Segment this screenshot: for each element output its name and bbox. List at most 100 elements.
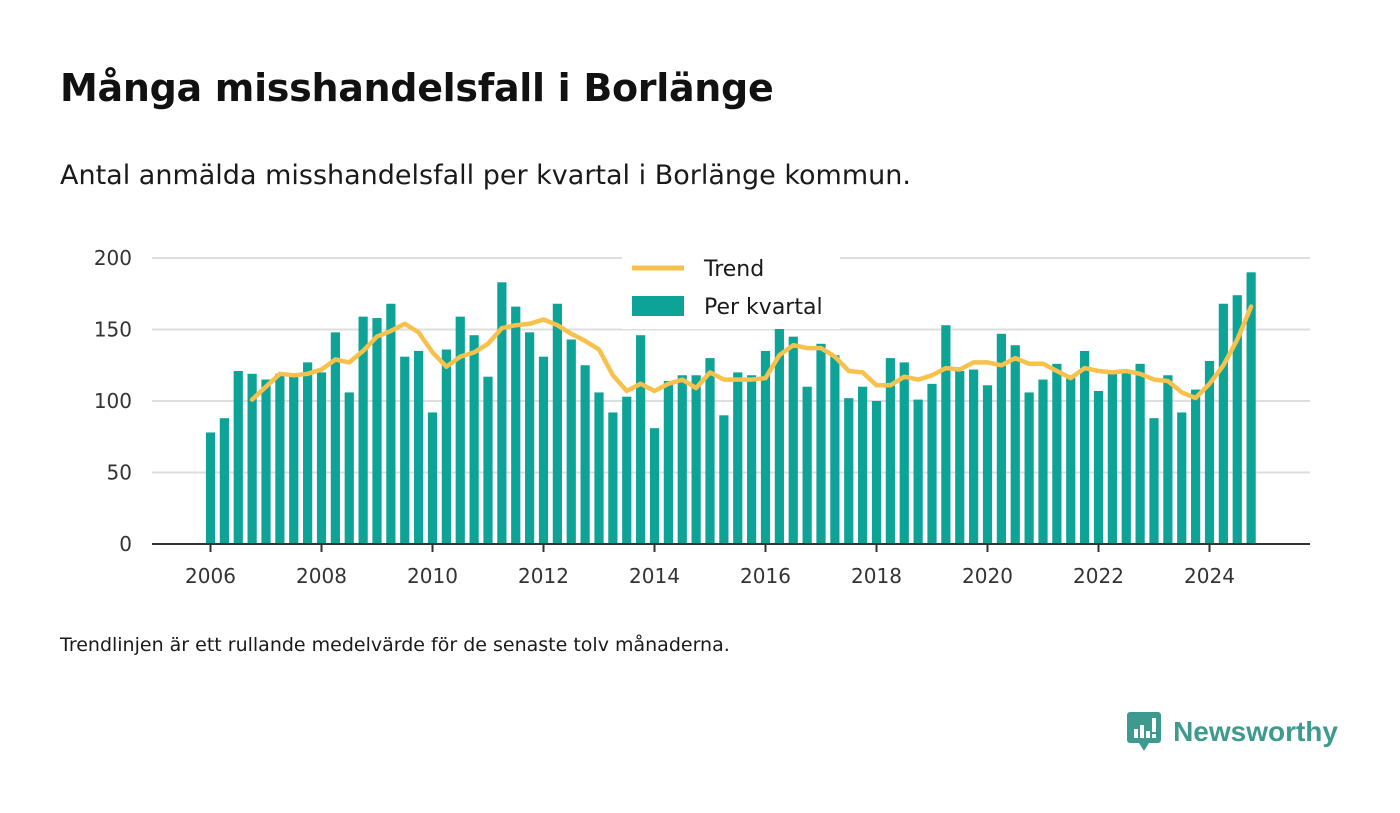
bar (247, 373, 257, 544)
bar (1010, 345, 1020, 544)
x-tick-label: 2022 (1073, 564, 1124, 588)
bar (594, 392, 604, 544)
brand-logo: Newsworthy (1127, 712, 1338, 752)
x-tick-label: 2006 (185, 564, 236, 588)
bar (1080, 350, 1090, 544)
trend-series (249, 304, 1254, 402)
x-tick-label: 2018 (851, 564, 902, 588)
bar (677, 375, 687, 544)
axes: 0 50 100 150 200 2006 2008 2010 2012 2014 2016 2018… (94, 246, 1310, 588)
x-tick-label: 2020 (962, 564, 1013, 588)
bar (1204, 360, 1215, 544)
bar-chart: 0 50 100 150 200 2006 2008 2010 2012 2014 2016 2018… (94, 246, 1310, 588)
bar (386, 303, 396, 544)
bar (358, 316, 368, 544)
bar (1135, 363, 1145, 544)
legend-swatch-bars (632, 296, 684, 316)
x-tick-label: 2010 (407, 564, 458, 588)
bar (441, 349, 451, 544)
bar (400, 356, 410, 544)
bar (344, 392, 354, 544)
page-title: Många misshandelsfall i Borlänge (60, 66, 774, 110)
bar (719, 415, 729, 544)
bar (844, 398, 854, 544)
bar (788, 336, 798, 544)
bar (996, 333, 1006, 544)
bar (414, 350, 424, 544)
bar (275, 373, 285, 544)
bar (858, 386, 868, 544)
bar (427, 412, 438, 544)
bar (705, 358, 715, 544)
bar (316, 372, 327, 544)
y-tick-label: 150 (94, 318, 132, 342)
brand-name: Newsworthy (1173, 716, 1338, 747)
bar (913, 399, 923, 544)
bar (899, 362, 909, 544)
bar (1218, 303, 1228, 544)
bar (330, 332, 340, 544)
x-tick-label: 2014 (629, 564, 680, 588)
bar (885, 358, 895, 544)
bar (303, 362, 313, 544)
bar (483, 376, 493, 544)
bar (1093, 390, 1104, 544)
bar (663, 380, 673, 544)
bar (733, 372, 743, 544)
bar (455, 316, 465, 544)
bar (622, 396, 632, 544)
bar (955, 370, 965, 544)
bar (205, 432, 216, 544)
bar (691, 375, 701, 544)
bar (774, 325, 784, 544)
page-subtitle: Antal anmälda misshandelsfall per kvarta… (60, 160, 911, 191)
bar (927, 383, 937, 544)
y-tick-label: 0 (119, 532, 132, 556)
bar (219, 418, 229, 544)
bar (552, 303, 562, 544)
y-tick-label: 200 (94, 246, 132, 270)
bar (1246, 272, 1256, 544)
legend: Trend Per kvartal (622, 249, 840, 329)
bar (969, 369, 979, 544)
bar (511, 306, 521, 544)
bar (469, 335, 479, 544)
bar (1149, 418, 1159, 544)
x-tick-label: 2016 (740, 564, 791, 588)
bar (1232, 295, 1242, 544)
bar (1121, 372, 1131, 544)
legend-label-trend: Trend (703, 257, 764, 282)
bar (1177, 412, 1187, 544)
bar (636, 335, 646, 544)
y-tick-label: 100 (94, 389, 132, 413)
bar (233, 370, 243, 544)
bar-series (205, 272, 1256, 544)
bar (580, 365, 590, 544)
bar (525, 332, 535, 544)
bar (1107, 372, 1117, 544)
newsworthy-logo-icon (1127, 712, 1162, 751)
bar (830, 355, 840, 544)
bar (538, 356, 549, 544)
bar (261, 379, 271, 544)
bar (1038, 379, 1048, 544)
bar (649, 428, 660, 544)
trend-line (249, 304, 1254, 402)
bar (941, 325, 951, 544)
bar (608, 412, 618, 544)
x-tick-label: 2024 (1184, 564, 1235, 588)
bar (760, 350, 771, 544)
bar (497, 282, 507, 544)
bar (1052, 363, 1062, 544)
y-tick-label: 50 (107, 461, 132, 485)
bar (871, 401, 882, 544)
x-tick-label: 2008 (296, 564, 347, 588)
bar (982, 385, 993, 544)
bar (1191, 389, 1201, 544)
bar (1163, 375, 1173, 544)
bar (747, 375, 757, 544)
bar (802, 386, 812, 544)
bar (566, 339, 576, 544)
bar (1066, 375, 1076, 544)
bar (1024, 392, 1034, 544)
